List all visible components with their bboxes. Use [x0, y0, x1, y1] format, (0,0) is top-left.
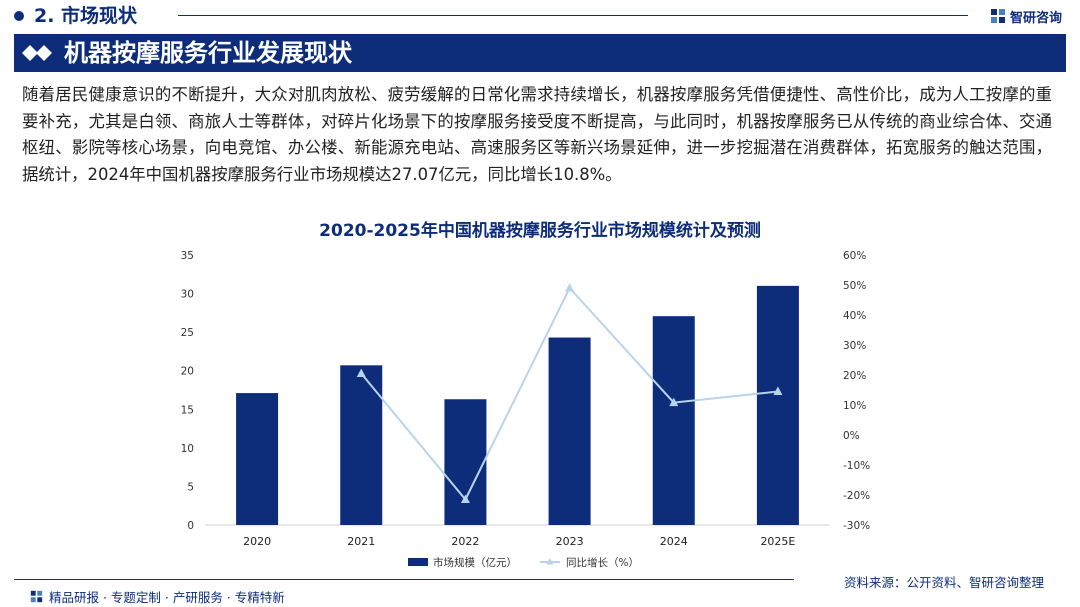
brand-logo-icon — [991, 9, 1005, 23]
title-banner: 机器按摩服务行业发展现状 — [14, 34, 1066, 72]
y-left-tick-label: 30 — [181, 289, 194, 301]
page-title: 机器按摩服务行业发展现状 — [64, 39, 352, 67]
footer-logo-icon — [30, 590, 43, 603]
y-right-tick-label: 30% — [843, 340, 866, 352]
legend-bar-label: 市场规模（亿元） — [433, 556, 517, 569]
brand-name: 智研咨询 — [1010, 10, 1063, 26]
legend-line-marker — [546, 558, 554, 565]
footer: 精品研报 · 专题定制 · 产研服务 · 专精特新 — [30, 587, 285, 606]
body-paragraph: 随着居民健康意识的不断提升，大众对肌肉放松、疲劳缓解的日常化需求持续增长，机器按… — [22, 85, 1052, 184]
legend-bar-swatch — [408, 558, 428, 566]
y-right-tick-label: 50% — [843, 280, 866, 292]
x-tick-label: 2024 — [660, 535, 688, 548]
y-left-tick-label: 35 — [181, 250, 194, 262]
y-left-tick-label: 15 — [181, 404, 194, 416]
section-bullet-icon — [14, 11, 24, 21]
y-left-tick-label: 20 — [181, 366, 194, 378]
y-left-tick-label: 5 — [187, 481, 194, 493]
legend-line-label: 同比增长（%） — [566, 556, 639, 569]
bar-2025E — [756, 285, 799, 525]
y-right-tick-label: 60% — [843, 250, 866, 262]
y-right-tick-label: -10% — [843, 460, 870, 472]
x-tick-label: 2020 — [243, 535, 271, 548]
bottom-divider — [14, 579, 794, 580]
top-divider — [178, 15, 968, 16]
bar-2023 — [548, 337, 591, 525]
growth-point-0 — [356, 368, 366, 377]
x-tick-label: 2025E — [760, 535, 795, 548]
y-left-tick-label: 10 — [181, 443, 194, 455]
x-tick-label: 2022 — [451, 535, 479, 548]
double-diamond-icon — [22, 45, 52, 61]
source-note: 资料来源：公开资料、智研咨询整理 — [843, 575, 1044, 590]
bar-2021 — [340, 365, 383, 525]
brand-logo: 智研咨询 — [990, 6, 1062, 26]
y-left-tick-label: 25 — [181, 327, 194, 339]
y-right-tick-label: 20% — [843, 370, 866, 382]
y-right-tick-label: 10% — [843, 400, 866, 412]
x-tick-label: 2021 — [347, 535, 375, 548]
growth-point-4 — [773, 386, 783, 395]
x-tick-label: 2023 — [556, 535, 584, 548]
chart-title: 2020-2025年中国机器按摩服务行业市场规模统计及预测 — [319, 221, 761, 241]
section-label: 2. 市场现状 — [34, 5, 138, 27]
growth-point-1 — [460, 494, 470, 503]
y-left-tick-label: 0 — [187, 520, 194, 532]
footer-text: 精品研报 · 专题定制 · 产研服务 · 专精特新 — [49, 590, 285, 605]
bar-2024 — [652, 316, 695, 525]
growth-point-2 — [565, 283, 575, 292]
bar-2020 — [236, 393, 279, 525]
y-right-tick-label: 40% — [843, 310, 866, 322]
top-bar: 2. 市场现状 智研咨询 — [0, 0, 1080, 32]
bar-2022 — [444, 399, 487, 525]
y-right-tick-label: -30% — [843, 520, 870, 532]
y-right-tick-label: 0% — [843, 430, 860, 442]
growth-point-3 — [669, 397, 679, 407]
y-right-tick-label: -20% — [843, 490, 870, 502]
market-size-chart: 0 5 10 15 20 25 30 35 -30% -20% -10% 0% 10% 20% 30% 40%… — [181, 250, 871, 569]
